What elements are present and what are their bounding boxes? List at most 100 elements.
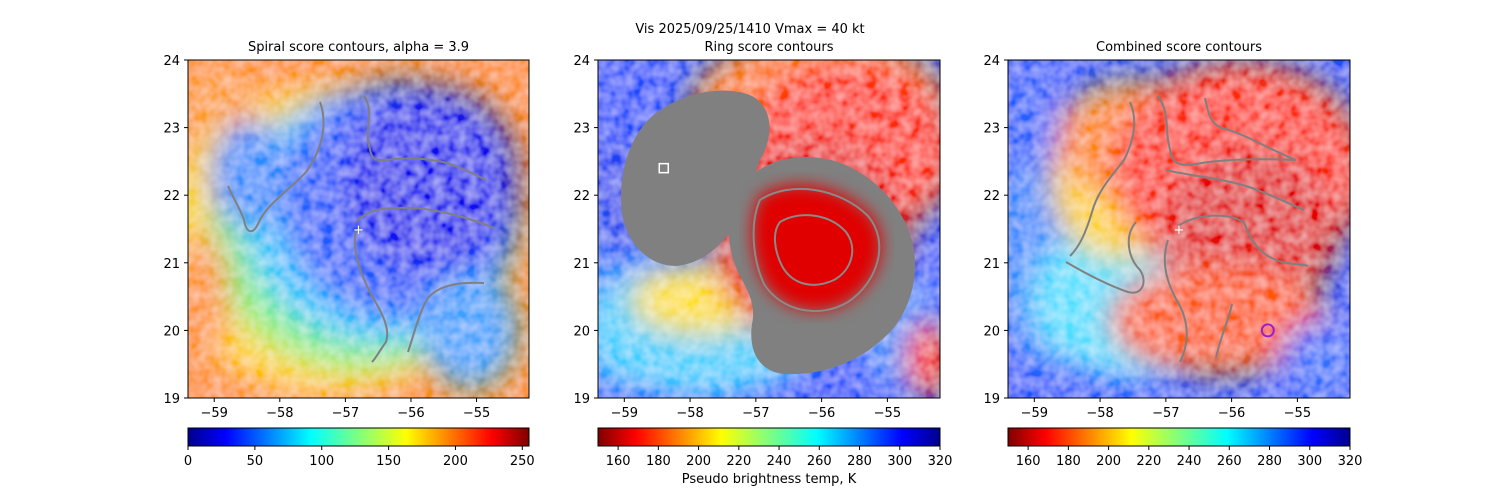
combined-center-marker: +: [1174, 223, 1185, 238]
spiral-title: Spiral score contours, alpha = 3.9: [248, 40, 469, 55]
combined-axes-frame: [1007, 59, 1351, 399]
combined-contour: [1165, 169, 1305, 211]
spiral-xtick-label: −55: [463, 406, 490, 421]
ring-ytick-label: 21: [573, 257, 590, 272]
spiral-axes-frame: [187, 59, 530, 399]
spiral-contours: [227, 95, 495, 363]
combined-title: Combined score contours: [1096, 40, 1262, 55]
ring-xtick-label: −58: [676, 406, 703, 421]
spiral-colorbar-tick-label: 0: [184, 454, 192, 469]
spiral-axes: Spiral score contours, alpha = 3.9 −59 −58…: [163, 40, 534, 469]
spiral-ytick-label: 24: [163, 54, 180, 69]
spiral-xtick-label: −57: [332, 406, 359, 421]
combined-colorbar-tick-label: 240: [1177, 454, 1202, 469]
spiral-colorbar-tick-label: 100: [309, 454, 334, 469]
combined-ytick-label: 19: [983, 392, 1000, 407]
combined-colorbar-tick-label: 220: [1136, 454, 1161, 469]
spiral-center-marker: +: [353, 223, 364, 238]
ring-ytick-label: 22: [573, 189, 590, 204]
figure-suptitle: Vis 2025/09/25/1410 Vmax = 40 kt: [635, 22, 865, 37]
spiral-ytick-label: 21: [163, 257, 180, 272]
ring-colorbar-tick-label: 320: [928, 454, 953, 469]
spiral-heatmap: [188, 60, 529, 398]
ring-ytick-label: 20: [573, 324, 590, 339]
combined-xtick-label: −58: [1086, 406, 1113, 421]
combined-colorbar-tick-label: 320: [1338, 454, 1363, 469]
ring-axes: Ring score contours −59 −58 −57 −56 −55 19 20 21…: [573, 40, 952, 469]
ring-xtick-label: −55: [874, 406, 901, 421]
combined-heatmap: [1008, 60, 1350, 398]
spiral-contour: [407, 281, 485, 353]
combined-contour: [1215, 303, 1233, 359]
ring-colorbar: [597, 427, 941, 447]
colorbar-label: Pseudo brightness temp, K: [681, 472, 857, 487]
combined-contour: [1157, 95, 1297, 167]
combined-xtick-label: −59: [1021, 406, 1048, 421]
ring-colorbar-tick-label: 180: [646, 454, 671, 469]
ring-ytick-label: 23: [573, 122, 590, 137]
combined-colorbar-tick-label: 260: [1217, 454, 1242, 469]
combined-ytick-label: 21: [983, 257, 1000, 272]
ring-heatmap: [598, 60, 940, 398]
combined-colorbar-tick-label: 160: [1016, 454, 1041, 469]
combined-contour: [1204, 97, 1297, 161]
ring-colorbar-tick-label: 160: [606, 454, 631, 469]
spiral-contour: [353, 229, 389, 363]
spiral-colorbar: [187, 427, 530, 447]
spiral-ytick-label: 23: [163, 122, 180, 137]
spiral-contour: [363, 95, 487, 181]
ring-xtick-label: −56: [808, 406, 835, 421]
combined-contour: [1065, 221, 1145, 294]
combined-colorbar: [1007, 427, 1351, 447]
spiral-colorbar-tick-label: 250: [510, 454, 535, 469]
panel-spiral: +: [188, 60, 529, 398]
spiral-xtick-label: −56: [397, 406, 424, 421]
ring-colorbar-tick-label: 240: [767, 454, 792, 469]
ring-colorbar-tick-label: 220: [726, 454, 751, 469]
ring-contour: [752, 188, 881, 313]
combined-contour: [1177, 214, 1309, 267]
combined-contour: [1163, 239, 1188, 363]
combined-circle-marker: [1260, 323, 1275, 338]
ring-square-marker: [658, 162, 670, 174]
combined-ytick-label: 23: [983, 122, 1000, 137]
combined-ytick-label: 24: [983, 54, 1000, 69]
combined-ytick-label: 22: [983, 189, 1000, 204]
ring-ytick-label: 24: [573, 54, 590, 69]
spiral-ytick-label: 20: [163, 324, 180, 339]
combined-contours: [1065, 95, 1309, 363]
spiral-colorbar-tick-label: 200: [443, 454, 468, 469]
combined-colorbar-tick-label: 280: [1257, 454, 1282, 469]
ring-colorbar-tick-label: 280: [847, 454, 872, 469]
spiral-ytick-label: 19: [163, 392, 180, 407]
ring-colorbar-tick-label: 200: [686, 454, 711, 469]
ring-xtick-label: −59: [611, 406, 638, 421]
ring-ytick-label: 19: [573, 392, 590, 407]
combined-xtick-label: −57: [1152, 406, 1179, 421]
combined-ytick-label: 20: [983, 324, 1000, 339]
combined-xtick-label: −55: [1284, 406, 1311, 421]
spiral-xtick-label: −59: [201, 406, 228, 421]
combined-axes: Combined score contours −59 −58 −57 −56 −55 19…: [983, 40, 1362, 469]
ring-contours: [752, 188, 881, 313]
spiral-contour: [355, 206, 495, 229]
spiral-colorbar-tick-label: 150: [376, 454, 401, 469]
panel-combined: +: [1008, 60, 1350, 398]
spiral-xtick-label: −58: [266, 406, 293, 421]
combined-colorbar-tick-label: 180: [1056, 454, 1081, 469]
combined-colorbar-tick-label: 300: [1297, 454, 1322, 469]
ring-core: [752, 184, 882, 311]
ring-title: Ring score contours: [704, 40, 833, 55]
combined-colorbar-tick-label: 200: [1096, 454, 1121, 469]
ring-colorbar-tick-label: 300: [887, 454, 912, 469]
spiral-ytick-label: 22: [163, 189, 180, 204]
combined-xtick-label: −56: [1218, 406, 1245, 421]
ring-xtick-label: −57: [742, 406, 769, 421]
spiral-contour: [227, 101, 325, 233]
panel-ring: [598, 60, 940, 398]
ring-axes-frame: [597, 59, 941, 399]
combined-contour: [1069, 101, 1136, 257]
ring-contour: [774, 214, 854, 286]
spiral-colorbar-tick-label: 50: [247, 454, 264, 469]
